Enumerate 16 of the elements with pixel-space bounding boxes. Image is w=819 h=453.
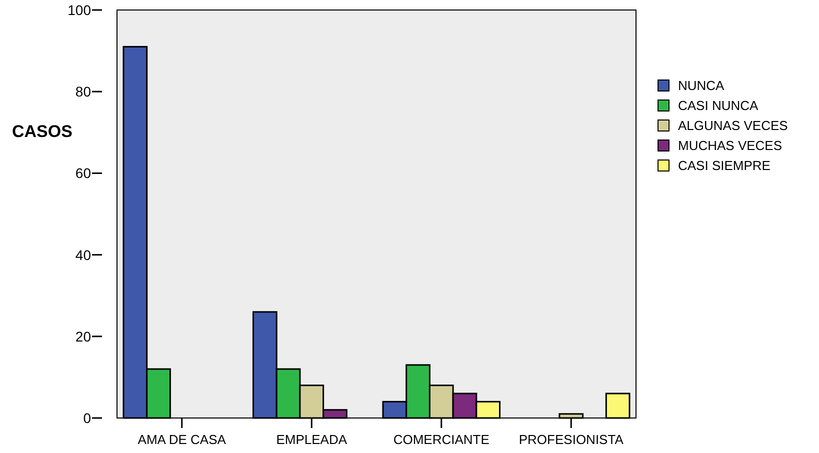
- legend-label: CASI NUNCA: [678, 98, 759, 113]
- y-tick-label: 100: [68, 2, 92, 18]
- y-tick-label: 40: [75, 246, 92, 263]
- y-tick-label: 20: [75, 328, 92, 344]
- y-tick-label: 80: [75, 84, 92, 100]
- y-axis-title: CASOS: [12, 122, 72, 141]
- x-tick-label: AMA DE CASA: [138, 432, 226, 447]
- legend-label: NUNCA: [678, 78, 725, 93]
- y-tick-label: 60: [75, 165, 92, 182]
- legend-label: MUCHAS VECES: [678, 138, 782, 153]
- x-tick-label: COMERCIANTE: [393, 432, 490, 447]
- x-tick-label: EMPLEADA: [276, 432, 348, 447]
- legend-label: ALGUNAS VECES: [678, 118, 788, 133]
- x-tick-label: PROFESIONISTA: [518, 432, 624, 447]
- legend-label: CASI SIEMPRE: [678, 158, 771, 173]
- y-tick-label: 0: [83, 410, 92, 426]
